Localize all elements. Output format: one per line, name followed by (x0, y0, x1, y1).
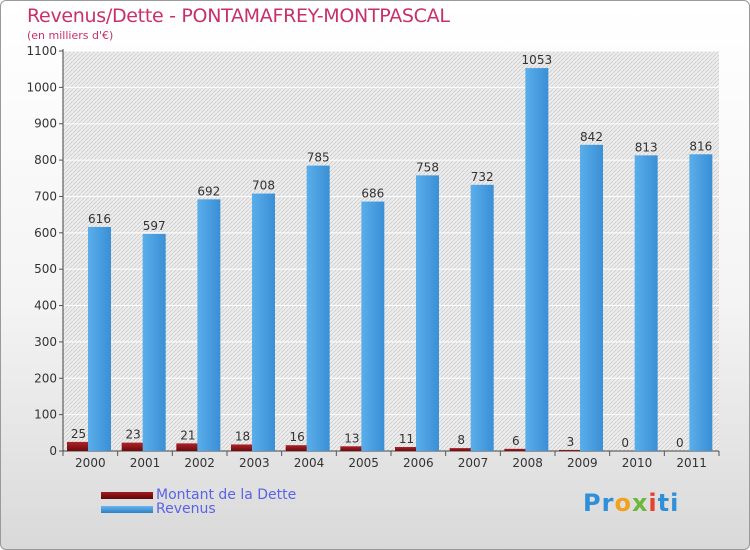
x-tick-label-2008: 2008 (512, 456, 543, 470)
y-tick-label: 800 (34, 153, 57, 167)
data-label-dette-2000: 25 (71, 427, 86, 441)
legend-item-dette: Montant de la Dette (101, 487, 297, 503)
data-label-dette-2011: 0 (676, 436, 684, 450)
y-tick-label: 500 (34, 262, 57, 276)
bar-dette-2000 (67, 441, 90, 451)
bar-revenus-2000 (88, 227, 111, 451)
bar-dette-2001 (121, 442, 145, 451)
data-label-revenus-2005: 686 (361, 187, 384, 201)
x-tick-label-2003: 2003 (239, 456, 270, 470)
y-tick-label: 900 (34, 117, 57, 131)
data-label-dette-2004: 16 (290, 430, 305, 444)
data-label-revenus-2003: 708 (252, 179, 275, 193)
y-tick-label: 100 (34, 408, 57, 422)
data-label-dette-2002: 21 (180, 428, 195, 442)
data-label-dette-2006: 11 (399, 432, 414, 446)
chart-title: Revenus/Dette - PONTAMAFREY-MONTPASCAL (27, 5, 450, 27)
bar-revenus-2005 (361, 201, 385, 451)
x-tick-label-2001: 2001 (130, 456, 161, 470)
y-tick-label: 300 (34, 335, 57, 349)
data-label-dette-2003: 18 (235, 429, 250, 443)
bar-revenus-2009 (580, 144, 603, 451)
bar-dette-2004 (285, 445, 309, 451)
data-label-revenus-2004: 785 (307, 151, 330, 165)
plot-area (63, 51, 719, 451)
x-tick-label-2011: 2011 (676, 456, 707, 470)
bar-dette-2002 (176, 443, 200, 451)
x-tick-label-2004: 2004 (294, 456, 325, 470)
x-tick-label-2005: 2005 (348, 456, 379, 470)
bar-dette-2006 (395, 447, 418, 451)
y-tick-label: 1100 (26, 44, 57, 58)
x-tick-label-2006: 2006 (403, 456, 434, 470)
data-label-revenus-2001: 597 (143, 219, 166, 233)
data-label-revenus-2006: 758 (416, 160, 439, 174)
bar-revenus-2004 (306, 165, 330, 451)
y-tick-label: 400 (34, 299, 57, 313)
x-tick-label-2010: 2010 (622, 456, 653, 470)
bar-revenus-2008 (525, 68, 549, 451)
data-label-revenus-2000: 616 (88, 212, 111, 226)
proxiti-logo: Proxiti (583, 489, 680, 517)
data-label-dette-2008: 6 (512, 434, 520, 448)
bar-revenus-2010 (634, 155, 658, 451)
bar-dette-2003 (231, 444, 254, 451)
data-label-dette-2005: 13 (344, 431, 359, 445)
bar-revenus-2007 (470, 184, 494, 451)
legend-swatch-dette (101, 491, 153, 499)
data-label-revenus-2010: 813 (635, 140, 658, 154)
x-tick-label-2009: 2009 (567, 456, 598, 470)
data-label-revenus-2009: 842 (580, 130, 603, 144)
legend-label-dette: Montant de la Dette (156, 487, 297, 503)
data-label-dette-2009: 3 (567, 435, 575, 449)
bar-revenus-2001 (142, 233, 166, 451)
bar-dette-2008 (504, 448, 528, 451)
legend-item-revenus: Revenus (101, 501, 216, 517)
y-tick-label: 200 (34, 371, 57, 385)
bar-dette-2007 (449, 448, 473, 451)
data-label-dette-2010: 0 (621, 436, 629, 450)
y-tick-label: 0 (49, 444, 57, 458)
data-label-revenus-2007: 732 (471, 170, 494, 184)
legend-label-revenus: Revenus (156, 501, 216, 517)
data-label-revenus-2008: 1053 (522, 53, 553, 67)
x-tick-label-2000: 2000 (75, 456, 106, 470)
x-tick-label-2007: 2007 (458, 456, 489, 470)
x-tick-label-2002: 2002 (184, 456, 215, 470)
y-tick-label: 600 (34, 226, 57, 240)
legend-swatch-revenus (101, 505, 153, 513)
bar-dette-2009 (559, 449, 582, 451)
chart-subtitle: (en milliers d'€) (27, 29, 114, 42)
bar-revenus-2002 (197, 199, 221, 451)
data-label-revenus-2002: 692 (197, 184, 220, 198)
bar-dette-2005 (340, 446, 364, 451)
y-tick-label: 700 (34, 189, 57, 203)
data-label-revenus-2011: 816 (689, 139, 712, 153)
data-label-dette-2001: 23 (126, 428, 141, 442)
bar-revenus-2003 (252, 193, 275, 451)
y-tick-label: 1000 (26, 80, 57, 94)
bar-revenus-2011 (689, 154, 713, 452)
bar-revenus-2006 (416, 175, 439, 451)
data-label-dette-2007: 8 (457, 433, 465, 447)
